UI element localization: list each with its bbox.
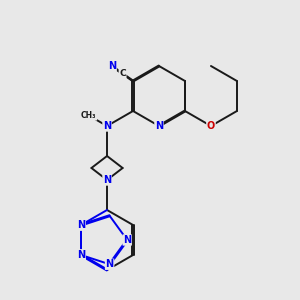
Text: O: O: [207, 121, 215, 131]
Text: N: N: [77, 220, 85, 230]
Text: N: N: [77, 220, 85, 230]
Text: C: C: [119, 69, 126, 78]
Text: CH₃: CH₃: [81, 111, 97, 120]
Text: N: N: [106, 259, 114, 269]
Text: N: N: [77, 250, 85, 260]
Text: N: N: [103, 175, 111, 185]
Text: N: N: [77, 250, 85, 260]
Text: N: N: [155, 121, 163, 131]
Text: N: N: [123, 235, 131, 245]
Text: N: N: [108, 61, 116, 71]
Text: N: N: [103, 121, 111, 131]
